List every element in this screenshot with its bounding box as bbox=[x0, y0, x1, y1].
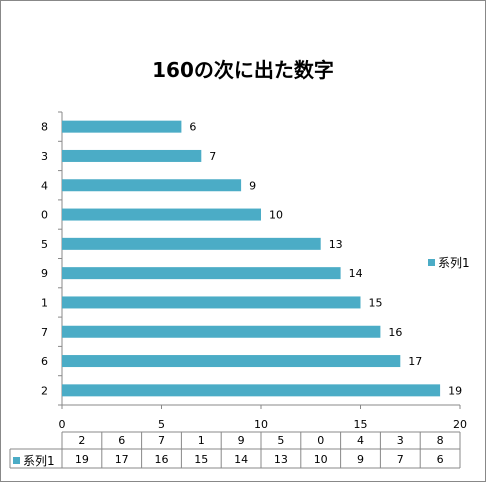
table-header-cell: 5 bbox=[277, 434, 284, 447]
x-tick-label: 20 bbox=[453, 418, 467, 431]
y-tick-label: 0 bbox=[41, 209, 48, 222]
y-tick-label: 2 bbox=[41, 384, 48, 397]
table-value-cell: 7 bbox=[397, 453, 404, 466]
table-header-cell: 3 bbox=[397, 434, 404, 447]
bar bbox=[62, 296, 361, 309]
table-value-cell: 14 bbox=[234, 453, 248, 466]
x-tick-label: 0 bbox=[59, 418, 66, 431]
data-label: 17 bbox=[408, 355, 422, 368]
table-header-cell: 0 bbox=[317, 434, 324, 447]
bar bbox=[62, 120, 182, 133]
y-tick-label: 5 bbox=[41, 238, 48, 251]
data-label: 19 bbox=[448, 384, 462, 397]
data-label: 14 bbox=[349, 267, 363, 280]
data-table-row-label: 系列1 bbox=[13, 452, 55, 469]
data-label: 15 bbox=[369, 296, 383, 309]
table-header-cell: 1 bbox=[198, 434, 205, 447]
table-header-cell: 4 bbox=[357, 434, 364, 447]
data-label: 10 bbox=[269, 209, 283, 222]
bar bbox=[62, 149, 202, 162]
y-tick-label: 7 bbox=[41, 326, 48, 339]
table-value-cell: 6 bbox=[437, 453, 444, 466]
data-label: 7 bbox=[209, 150, 216, 163]
table-value-cell: 19 bbox=[75, 453, 89, 466]
data-label: 9 bbox=[249, 179, 256, 192]
table-value-cell: 9 bbox=[357, 453, 364, 466]
legend-swatch bbox=[428, 259, 435, 266]
chart-title: 160の次に出た数字 bbox=[152, 58, 334, 82]
bar bbox=[62, 208, 261, 221]
x-tick-label: 10 bbox=[254, 418, 268, 431]
bar bbox=[62, 384, 441, 397]
bar bbox=[62, 355, 401, 368]
table-value-cell: 15 bbox=[194, 453, 208, 466]
table-value-cell: 13 bbox=[274, 453, 288, 466]
bar bbox=[62, 237, 321, 250]
y-tick-label: 4 bbox=[41, 179, 48, 192]
table-value-cell: 16 bbox=[155, 453, 169, 466]
table-header-cell: 6 bbox=[118, 434, 125, 447]
data-label: 6 bbox=[189, 121, 196, 134]
table-value-cell: 17 bbox=[115, 453, 129, 466]
legend: 系列1 bbox=[428, 254, 470, 271]
bar bbox=[62, 179, 242, 192]
x-tick-label: 15 bbox=[354, 418, 368, 431]
y-tick-label: 9 bbox=[41, 267, 48, 280]
y-tick-label: 1 bbox=[41, 296, 48, 309]
legend-label: 系列1 bbox=[438, 256, 470, 270]
table-header-cell: 2 bbox=[78, 434, 85, 447]
bar bbox=[62, 325, 381, 338]
x-tick-label: 5 bbox=[158, 418, 165, 431]
data-table-row-name: 系列1 bbox=[23, 454, 55, 468]
data-table-swatch bbox=[13, 457, 20, 464]
table-header-cell: 9 bbox=[238, 434, 245, 447]
table-header-cell: 7 bbox=[158, 434, 165, 447]
bar bbox=[62, 267, 341, 280]
data-label: 16 bbox=[388, 326, 402, 339]
y-tick-label: 8 bbox=[41, 121, 48, 134]
table-value-cell: 10 bbox=[314, 453, 328, 466]
y-tick-label: 6 bbox=[41, 355, 48, 368]
table-header-cell: 8 bbox=[437, 434, 444, 447]
data-label: 13 bbox=[329, 238, 343, 251]
y-tick-label: 3 bbox=[41, 150, 48, 163]
